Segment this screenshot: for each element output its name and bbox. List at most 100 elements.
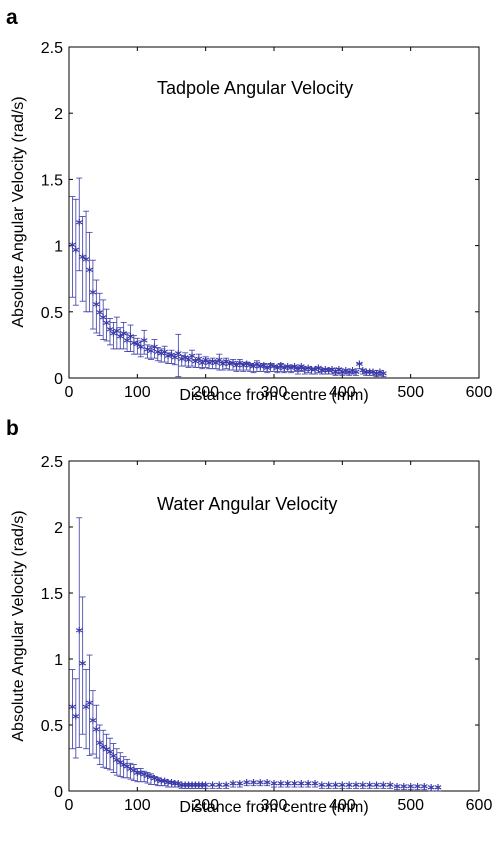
data-point: * xyxy=(96,738,104,754)
data-point: * xyxy=(151,773,159,789)
error-bar xyxy=(107,318,113,346)
data-point: * xyxy=(315,363,323,379)
data-point: * xyxy=(434,783,442,799)
data-point: * xyxy=(233,360,241,376)
error-bar xyxy=(69,196,76,298)
error-bar xyxy=(305,367,312,374)
data-point: * xyxy=(182,352,190,368)
data-point: * xyxy=(298,362,306,378)
data-point: * xyxy=(387,780,395,796)
data-point: * xyxy=(223,780,231,796)
error-bar xyxy=(250,364,257,374)
error-bar xyxy=(380,785,387,789)
error-bar xyxy=(370,372,377,376)
error-bar xyxy=(281,367,288,374)
error-bar xyxy=(387,785,394,789)
y-tick-label: 0 xyxy=(54,371,63,388)
error-bar xyxy=(353,785,359,789)
data-point: * xyxy=(82,254,90,270)
data-point: * xyxy=(356,359,364,375)
data-point: * xyxy=(202,355,210,371)
y-tick-label: 2.5 xyxy=(41,454,63,471)
data-point: * xyxy=(168,777,176,793)
error-bar xyxy=(171,353,178,366)
data-point: * xyxy=(318,780,326,796)
error-bar xyxy=(151,339,158,359)
data-point: * xyxy=(86,265,94,281)
data-point: * xyxy=(69,240,77,256)
y-tick-label: 0.5 xyxy=(41,305,63,322)
error-bar xyxy=(291,365,298,372)
y-tick-label: 1 xyxy=(54,652,63,669)
error-bar xyxy=(359,785,366,789)
data-point: * xyxy=(123,762,131,778)
data-point: * xyxy=(151,342,159,358)
data-point: * xyxy=(134,768,142,784)
data-point: * xyxy=(264,777,272,793)
data-point: * xyxy=(229,779,237,795)
data-point: * xyxy=(325,366,333,382)
error-bar xyxy=(400,786,407,791)
error-bar xyxy=(86,231,93,313)
error-bar xyxy=(216,785,223,789)
x-tick-label: 0 xyxy=(65,797,74,814)
data-point: * xyxy=(106,325,114,341)
error-bar xyxy=(236,359,243,371)
data-point: * xyxy=(182,780,190,796)
data-point: * xyxy=(113,755,121,771)
data-point: * xyxy=(209,780,217,796)
data-point: * xyxy=(185,780,193,796)
error-bar xyxy=(76,517,83,748)
data-point: * xyxy=(120,329,128,345)
data-point: * xyxy=(366,780,374,796)
data-point: * xyxy=(188,351,196,367)
error-bar xyxy=(349,370,356,375)
error-bar xyxy=(376,372,383,376)
error-bar xyxy=(294,368,301,375)
data-point: * xyxy=(328,364,336,380)
error-bar xyxy=(359,370,366,375)
error-bar xyxy=(271,784,277,788)
data-point: * xyxy=(308,364,316,380)
error-bar xyxy=(148,345,154,360)
data-point: * xyxy=(216,780,224,796)
data-point: * xyxy=(267,360,275,376)
error-bar xyxy=(407,786,414,791)
error-bar xyxy=(284,365,291,372)
data-point: * xyxy=(243,359,251,375)
error-bar xyxy=(394,786,400,791)
error-bar xyxy=(342,370,349,375)
data-point: * xyxy=(305,363,313,379)
error-bar xyxy=(373,373,380,378)
error-bar xyxy=(72,198,79,306)
x-tick-label: 400 xyxy=(329,797,356,814)
data-point: * xyxy=(199,358,207,374)
error-bar xyxy=(291,784,298,788)
data-point: * xyxy=(305,779,313,795)
data-point: * xyxy=(380,780,388,796)
error-bar xyxy=(175,333,182,378)
y-tick-label: 2.5 xyxy=(41,40,63,57)
data-point: * xyxy=(414,781,422,797)
data-point: * xyxy=(339,367,347,383)
error-bar xyxy=(335,368,342,375)
error-bar xyxy=(168,349,175,364)
x-tick-label: 400 xyxy=(329,384,356,401)
error-bar xyxy=(230,359,236,371)
data-point: * xyxy=(100,313,108,329)
data-point: * xyxy=(219,359,227,375)
data-point: * xyxy=(103,318,111,334)
data-point: * xyxy=(260,360,268,376)
error-bar xyxy=(124,758,131,779)
error-bar xyxy=(233,363,240,372)
error-bar xyxy=(93,704,100,759)
error-bar xyxy=(89,690,96,755)
error-bar xyxy=(120,321,127,350)
panel-a: a Tadpole Angular Velocity Distance from… xyxy=(6,6,492,404)
data-point: * xyxy=(93,300,101,316)
y-axis-label: Absolute Angular Velocity (rad/s) xyxy=(10,96,27,327)
data-point: * xyxy=(243,777,251,793)
data-point: * xyxy=(284,779,292,795)
data-point: * xyxy=(349,366,357,382)
